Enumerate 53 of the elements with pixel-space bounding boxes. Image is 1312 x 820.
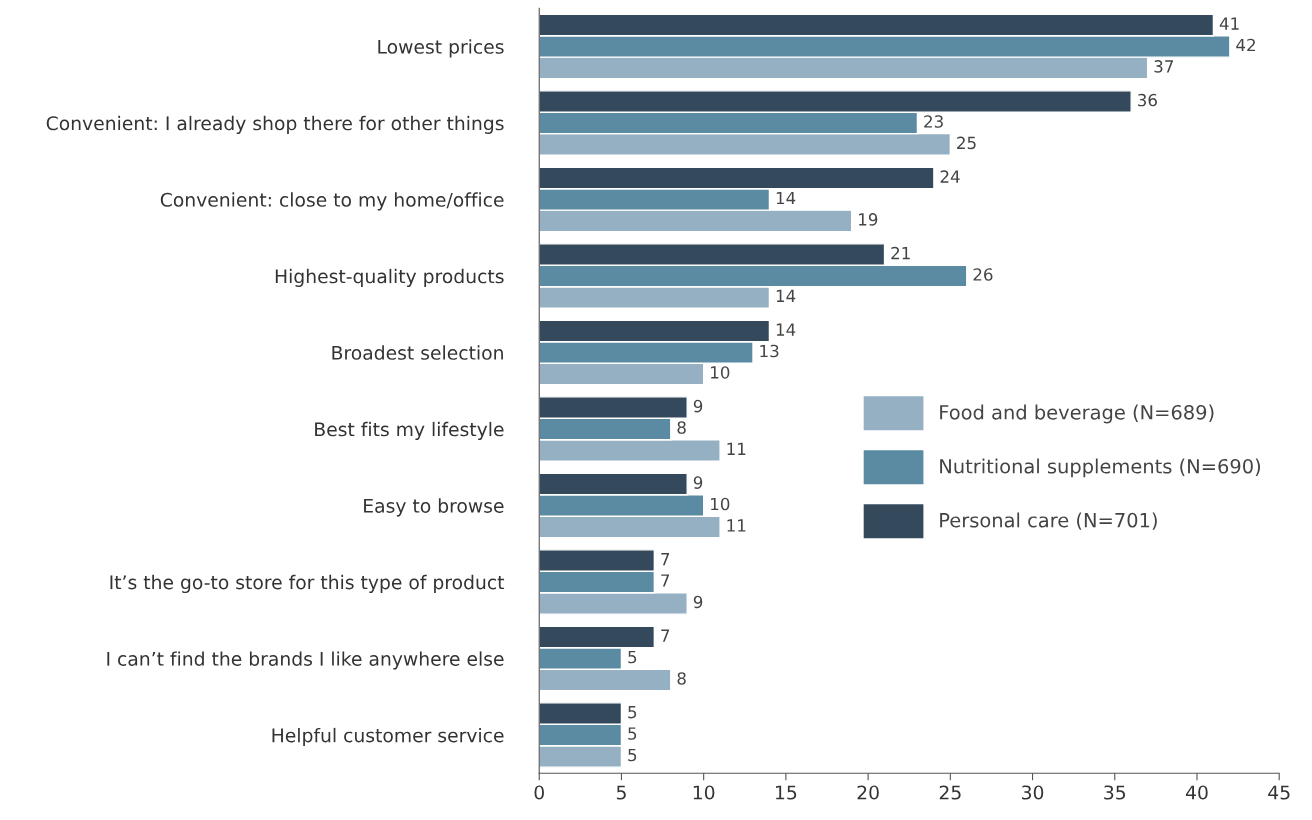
y-tick-label: It’s the go-to store for this type of product [110, 574, 505, 594]
x-tick-label: 30 [1022, 785, 1044, 800]
x-tick-label: 25 [939, 785, 961, 800]
x-tick-label: 0 [534, 785, 544, 800]
x-tick-label: 15 [776, 785, 797, 800]
data-label: 10 [711, 497, 730, 511]
data-label: 5 [628, 748, 637, 762]
legend-label: Food and beverage (N=689) [940, 404, 1214, 424]
y-tick-label: Convenient: I already shop there for other things [46, 115, 504, 134]
y-tick-label: Broadest selection [332, 345, 503, 360]
x-tick-label: 20 [857, 785, 879, 800]
data-label: 14 [776, 191, 796, 205]
legend-label: Personal care (N=701) [940, 512, 1157, 530]
data-label: 25 [957, 136, 976, 150]
legend-label: Nutritional supplements (N=690) [940, 458, 1261, 478]
x-tick-label: 5 [616, 785, 626, 800]
data-label: 13 [760, 344, 779, 358]
data-label: 21 [891, 246, 910, 260]
data-label: 9 [693, 399, 703, 413]
data-label: 9 [693, 595, 703, 609]
data-label: 14 [776, 323, 796, 336]
data-label: 5 [628, 727, 637, 740]
data-label: 7 [661, 574, 670, 587]
data-label: 5 [628, 706, 637, 719]
data-label: 23 [924, 115, 943, 128]
data-label: 36 [1138, 93, 1157, 107]
x-tick-label: 40 [1185, 785, 1208, 800]
y-tick-label: Lowest prices [378, 39, 504, 58]
data-label: 26 [973, 268, 993, 281]
data-label: 24 [940, 170, 960, 183]
data-label: 11 [727, 519, 746, 532]
x-tick-label: 35 [1104, 785, 1126, 800]
data-label: 7 [661, 629, 670, 642]
data-label: 41 [1219, 17, 1239, 30]
y-tick-label: I can’t find the brands I like anywhere else [107, 651, 504, 670]
data-label: 8 [677, 672, 686, 685]
data-label: 5 [628, 650, 637, 664]
data-label: 14 [776, 289, 796, 302]
data-label: 42 [1236, 38, 1255, 52]
data-label: 11 [727, 442, 746, 455]
y-tick-label: Helpful customer service [272, 727, 504, 747]
y-tick-label: Best fits my lifestyle [315, 421, 504, 441]
data-label: 37 [1154, 60, 1173, 73]
data-label: 7 [661, 553, 670, 566]
data-label: 10 [711, 366, 730, 379]
x-tick-label: 45 [1268, 785, 1290, 800]
data-label: 19 [859, 213, 878, 226]
data-label: 8 [677, 421, 686, 434]
y-tick-label: Convenient: close to my home/office [160, 192, 504, 211]
y-tick-label: Easy to browse [364, 498, 504, 517]
data-label: 9 [693, 476, 703, 489]
y-tick-label: Highest-quality products [275, 268, 504, 287]
x-tick-label: 10 [693, 785, 715, 800]
